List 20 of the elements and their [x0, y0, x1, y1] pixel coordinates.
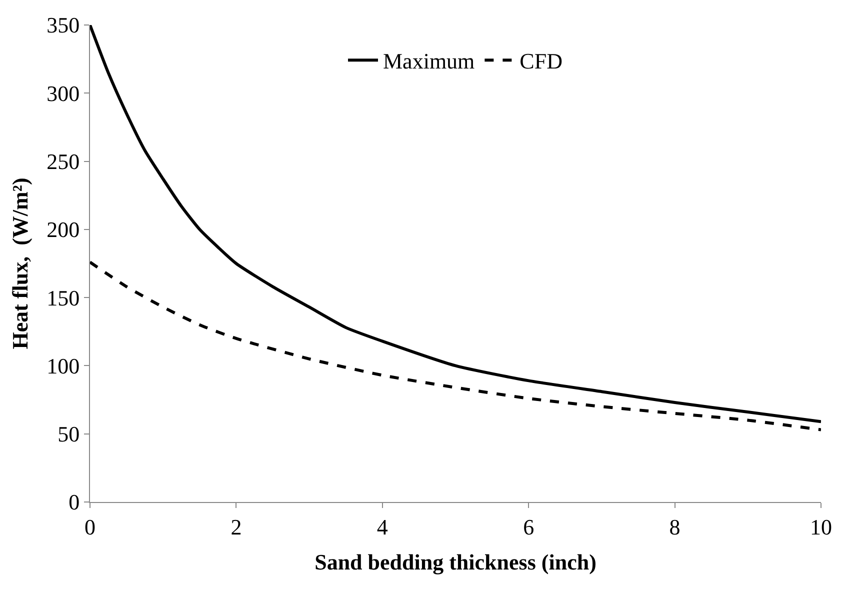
legend-label: CFD — [520, 48, 562, 74]
y-tick-label: 350 — [46, 12, 80, 38]
y-axis-title: Heat flux, (W/m²) — [7, 178, 32, 350]
x-tick-label: 8 — [669, 514, 680, 540]
x-tick-label: 10 — [810, 514, 832, 540]
y-tick-label: 200 — [46, 217, 80, 242]
y-tick-label: 250 — [46, 148, 80, 174]
y-tick-label: 300 — [46, 80, 80, 106]
y-tick-label: 50 — [58, 422, 80, 447]
x-tick-label: 2 — [230, 514, 242, 540]
x-tick-label: 6 — [523, 514, 534, 540]
y-tick-label: 100 — [46, 353, 80, 378]
y-tick-label: 0 — [68, 490, 80, 515]
x-tick-label: 0 — [84, 514, 96, 540]
line-series — [90, 25, 821, 424]
y-tick-label: 150 — [46, 285, 80, 310]
line-series — [90, 260, 821, 432]
x-axis-title: Sand bedding thickness (inch) — [314, 549, 596, 574]
legend-label: Maximum — [383, 48, 475, 74]
x-tick-label: 4 — [376, 514, 388, 540]
